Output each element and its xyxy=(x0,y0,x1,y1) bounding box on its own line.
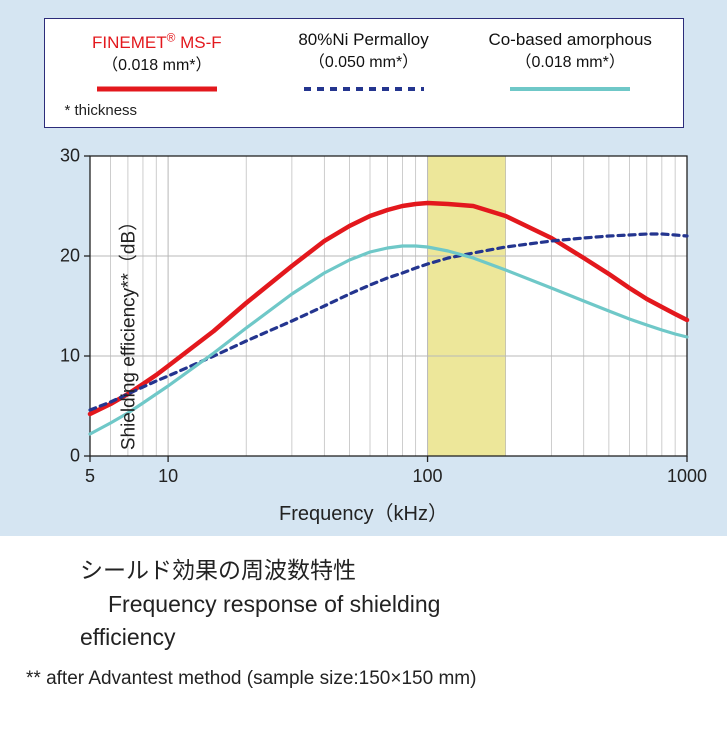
caption-en-2: efficiency xyxy=(80,621,697,654)
y-tick: 0 xyxy=(50,446,80,467)
legend-name-3: Co-based amorphous xyxy=(472,29,669,52)
y-axis-label: Shielding efficiency**（dB） xyxy=(114,212,141,450)
legend-name-2: 80%Ni Permalloy xyxy=(265,29,462,52)
legend-swatch-3 xyxy=(472,82,669,96)
x-tick: 100 xyxy=(413,466,443,487)
legend-swatch-row xyxy=(59,82,669,96)
y-tick: 30 xyxy=(50,146,80,167)
chart-panel: FINEMET® MS-F （0.018 mm*） 80%Ni Permallo… xyxy=(0,0,727,536)
y-tick: 10 xyxy=(50,346,80,367)
x-tick: 10 xyxy=(158,466,178,487)
x-tick: 5 xyxy=(85,466,95,487)
legend-swatch-2 xyxy=(265,82,462,96)
x-tick: 1000 xyxy=(667,466,707,487)
legend-item-3: Co-based amorphous （0.018 mm*） xyxy=(472,29,669,76)
legend-thickness-3: （0.018 mm*） xyxy=(472,52,669,74)
legend-item-1: FINEMET® MS-F （0.018 mm*） xyxy=(59,29,256,76)
legend-note: * thickness xyxy=(59,102,669,119)
legend-thickness-2: （0.050 mm*） xyxy=(265,52,462,74)
legend-box: FINEMET® MS-F （0.018 mm*） 80%Ni Permallo… xyxy=(44,18,684,128)
y-tick: 20 xyxy=(50,246,80,267)
swatch-line-3 xyxy=(510,84,630,94)
swatch-line-2 xyxy=(304,84,424,94)
legend-swatch-1 xyxy=(59,82,256,96)
legend-row-names: FINEMET® MS-F （0.018 mm*） 80%Ni Permallo… xyxy=(59,29,669,76)
caption-jp: シールド効果の周波数特性 xyxy=(80,554,697,587)
footnote: ** after Advantest method (sample size:1… xyxy=(0,664,727,706)
legend-name-1: FINEMET® MS-F xyxy=(92,33,222,52)
x-axis-label: Frequency（kHz） xyxy=(20,497,707,526)
chart-area: Shielding efficiency**（dB） 0 10 20 30 5 10 10… xyxy=(20,146,707,516)
caption-block: シールド効果の周波数特性 Frequency response of shiel… xyxy=(0,536,727,664)
caption-en-1: Frequency response of shielding xyxy=(80,588,697,621)
legend-item-2: 80%Ni Permalloy （0.050 mm*） xyxy=(265,29,462,76)
legend-thickness-1: （0.018 mm*） xyxy=(59,55,256,77)
swatch-line-1 xyxy=(97,84,217,94)
